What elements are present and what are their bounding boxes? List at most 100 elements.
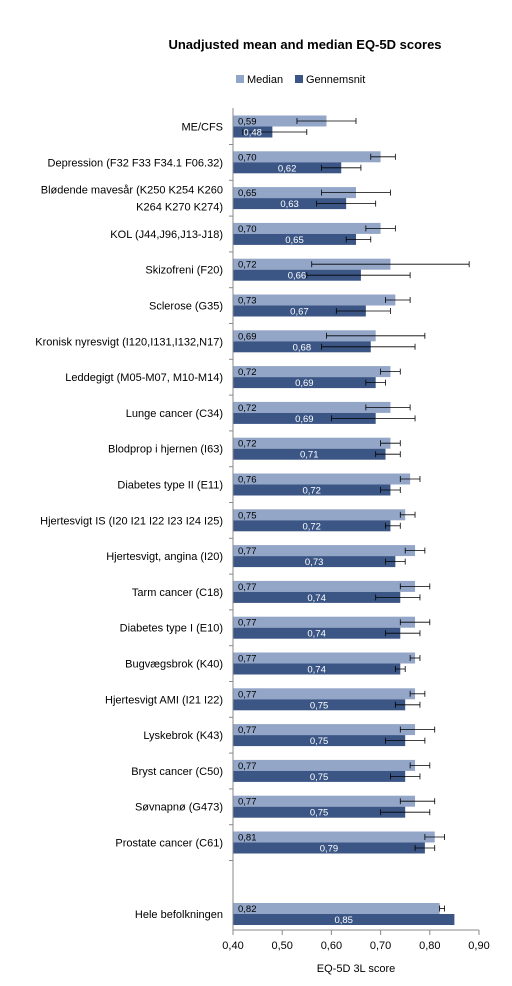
- data-label-median: 0,77: [238, 797, 257, 808]
- bar-median: [233, 294, 396, 306]
- bar-gennemsnit: [233, 699, 406, 711]
- data-label-gennemsnit: 0,72: [302, 486, 321, 497]
- data-label-median: 0,77: [238, 761, 257, 772]
- data-label-gennemsnit: 0,75: [310, 808, 329, 819]
- data-label-median: 0,75: [238, 510, 257, 521]
- bar-gennemsnit: [233, 233, 356, 245]
- bar-gennemsnit: [233, 806, 406, 818]
- bar-median: [233, 437, 391, 449]
- x-tick-label: 0,40: [222, 940, 243, 952]
- data-label-median: 0,77: [238, 689, 257, 700]
- data-label-gennemsnit: 0,75: [310, 700, 329, 711]
- bar-median: [233, 366, 391, 378]
- data-label-median: 0,72: [238, 403, 257, 414]
- bar-gennemsnit: [233, 412, 376, 424]
- category-label: Lyskebrok (K43): [143, 730, 223, 742]
- bar-gennemsnit: [233, 520, 391, 532]
- category-label: ME/CFS: [181, 122, 223, 134]
- category-label: Diabetes type I (E10): [120, 623, 223, 635]
- bar-median: [233, 759, 416, 771]
- data-label-gennemsnit: 0,79: [320, 844, 339, 855]
- bar-gennemsnit: [233, 627, 401, 639]
- legend: Median Gennemsnit: [236, 74, 365, 86]
- data-label-median: 0,69: [238, 331, 257, 342]
- bar-median: [233, 903, 440, 914]
- data-label-median: 0,77: [238, 725, 257, 736]
- legend-swatch-median: [236, 75, 244, 83]
- legend-label-median: Median: [247, 74, 283, 86]
- data-label-gennemsnit: 0,68: [293, 342, 312, 353]
- bar-gennemsnit: [233, 735, 406, 747]
- category-label: Søvnapnø (G473): [135, 802, 223, 814]
- bar-gennemsnit: [233, 448, 386, 460]
- data-label-gennemsnit: 0,73: [305, 557, 324, 568]
- x-tick-label: 0,70: [370, 940, 391, 952]
- x-tick-label: 0,60: [321, 940, 342, 952]
- category-label: KOL (J44,J96,J13-J18): [110, 229, 223, 241]
- bar-median: [233, 688, 416, 700]
- data-label-median: 0,82: [238, 904, 257, 915]
- bar-gennemsnit: [233, 556, 396, 568]
- category-label: Hjertesvigt, angina (I20): [106, 551, 223, 563]
- bar-gennemsnit: [233, 663, 401, 675]
- bar-median: [233, 795, 416, 807]
- category-label: Sclerose (G35): [149, 301, 223, 313]
- data-label-gennemsnit: 0,69: [295, 378, 314, 389]
- bar-median: [233, 330, 376, 342]
- bar-gennemsnit: [233, 914, 455, 925]
- bar-gennemsnit: [233, 198, 347, 210]
- data-label-median: 0,72: [238, 260, 257, 271]
- bar-gennemsnit: [233, 377, 376, 389]
- category-label: Hjertesvigt IS (I20 I21 I22 I23 I24 I25): [40, 515, 223, 527]
- bar-median: [233, 473, 411, 485]
- data-label-gennemsnit: 0,74: [307, 593, 326, 604]
- data-label-median: 0,77: [238, 654, 257, 665]
- data-label-median: 0,81: [238, 833, 257, 844]
- bar-gennemsnit: [233, 305, 366, 317]
- data-label-median: 0,77: [238, 618, 257, 629]
- bar-median: [233, 151, 381, 163]
- x-tick-label: 0,90: [468, 940, 489, 952]
- plot-area: ME/CFS 0,590,48 Depression (F32 F33 F34.1 …: [35, 108, 490, 952]
- category-label: Lunge cancer (C34): [126, 408, 223, 420]
- bar-gennemsnit: [233, 484, 391, 496]
- bar-median: [233, 831, 435, 843]
- data-label-gennemsnit: 0,65: [285, 235, 304, 246]
- category-label: Blødende mavesår (K250 K254 K260: [41, 185, 223, 197]
- data-label-median: 0,59: [238, 117, 257, 128]
- bar-median: [233, 616, 416, 628]
- x-tick-label: 0,80: [419, 940, 440, 952]
- data-label-gennemsnit: 0,75: [310, 772, 329, 783]
- data-label-gennemsnit: 0,72: [302, 521, 321, 532]
- data-label-gennemsnit: 0,69: [295, 414, 314, 425]
- x-tick-label: 0,50: [271, 940, 292, 952]
- bar-median: [233, 580, 416, 592]
- bar-median: [233, 115, 327, 127]
- bar-gennemsnit: [233, 842, 425, 854]
- bar-gennemsnit: [233, 770, 406, 782]
- category-label: Tarm cancer (C18): [132, 587, 223, 599]
- bar-gennemsnit: [233, 591, 401, 603]
- bar-median: [233, 652, 416, 664]
- data-label-median: 0,72: [238, 367, 257, 378]
- bar-gennemsnit: [233, 341, 371, 353]
- bar-median: [233, 401, 391, 413]
- chart-title: Unadjusted mean and median EQ-5D scores: [168, 37, 441, 52]
- legend-swatch-gennemsnit: [295, 75, 303, 83]
- data-label-median: 0,70: [238, 224, 257, 235]
- data-label-median: 0,77: [238, 546, 257, 557]
- data-label-median: 0,72: [238, 439, 257, 450]
- category-label: Diabetes type II (E11): [117, 480, 223, 492]
- bar-median: [233, 222, 381, 234]
- category-label: K264 K270 K274): [136, 202, 223, 214]
- category-label: Kronisk nyresvigt (I120,I131,I132,N17): [35, 336, 223, 348]
- category-label: Prostate cancer (C61): [115, 838, 223, 850]
- bar-median: [233, 187, 356, 199]
- data-label-median: 0,70: [238, 152, 257, 163]
- bar-gennemsnit: [233, 162, 342, 174]
- data-label-gennemsnit: 0,74: [307, 665, 326, 676]
- data-label-gennemsnit: 0,63: [280, 199, 299, 210]
- data-label-median: 0,76: [238, 475, 257, 486]
- data-label-gennemsnit: 0,74: [307, 629, 326, 640]
